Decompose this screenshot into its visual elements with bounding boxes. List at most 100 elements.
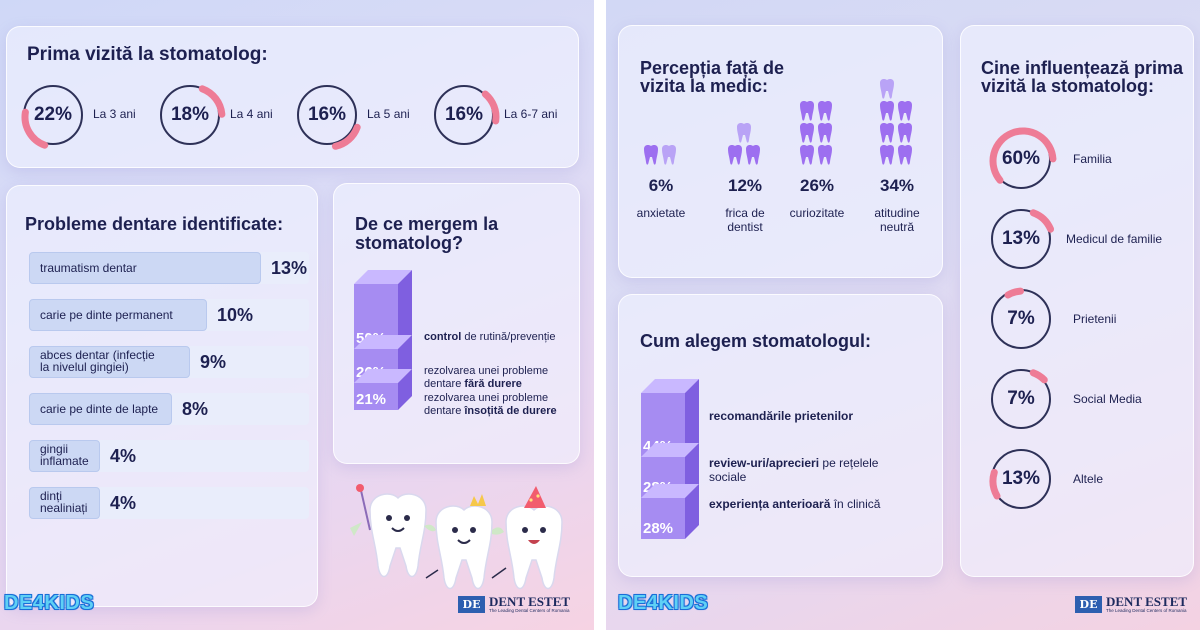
problem-bar-6 [29, 487, 100, 519]
first-visit-ring-2-arc [198, 85, 226, 118]
dent-estet-logo: DE DENT ESTET The Leading Dental Centers… [458, 595, 570, 614]
problem-value-6: 4% [110, 493, 137, 513]
perception-title: Percepția față de vizita la medic: [640, 59, 784, 95]
dent-estet-tagline: The Leading Dental Centers of Romania [489, 608, 570, 613]
problem-bar-4 [29, 393, 172, 425]
perception-label-3-line-1: curiozitate [789, 206, 845, 220]
why-text-2: rezolvarea unei probleme dentare fără dur… [424, 365, 574, 391]
first-visit-ring-3-arc [331, 123, 361, 150]
problem-label-6-line-1: dinți [40, 489, 63, 503]
problem-row-5: gingii inflamate 4% [29, 440, 309, 472]
perception-tooth-1-2 [662, 145, 676, 165]
influence-label-3: Prietenii [1073, 312, 1117, 326]
problem-label-4: carie pe dinte de lapte [40, 403, 158, 415]
first-visit-ring-1: 22% [21, 85, 83, 149]
problem-value-5: 4% [110, 446, 137, 466]
first-visit-ring-4-value: 16% [444, 104, 484, 125]
first-visit-ring-3-value: 16% [307, 104, 347, 125]
perception-tooth-4-6 [880, 145, 894, 165]
influence-ring-1: 60% [989, 127, 1057, 189]
perception-label-4-line-2: neutră [879, 220, 915, 234]
influence-title: Cine influențează prima vizită la stomat… [981, 59, 1183, 95]
influence-ring-1-arc [989, 127, 1057, 184]
influence-ring-2: 13% [991, 209, 1055, 269]
choose-cube-3-label: 28% [643, 520, 673, 537]
first-visit-age-4: La 6-7 ani [504, 107, 558, 121]
problem-row-3: abces dentar (infecție la nivelul gingiei… [29, 346, 309, 378]
problems-title: Probleme dentare identificate: [25, 214, 284, 234]
dent-estet-logo-right: DE DENT ESTET The Leading Dental Centers… [1075, 595, 1187, 614]
perception-label-4: atitudine neutră [857, 206, 937, 234]
influence-ring-5: 13% [989, 449, 1051, 509]
problem-row-4: carie pe dinte de lapte 8% [29, 393, 309, 425]
influence-card: Cine influențează prima vizită la stomat… [960, 25, 1194, 577]
dent-estet-name: DENT ESTET [489, 594, 571, 609]
perception-label-1-line-1: anxietate [636, 206, 686, 220]
perception-label-1: anxietate [621, 206, 701, 220]
influence-ring-4-value: 7% [1007, 388, 1035, 409]
problem-label-6: dinți nealiniați [40, 490, 87, 514]
first-visit-ring-4-arc [481, 90, 500, 125]
first-visit-ring-3: 16% [297, 85, 361, 150]
problem-label-2-line-1: carie pe dinte permanent [40, 308, 173, 322]
perception-tooth-4-3 [898, 101, 912, 121]
dent-estet-name-right: DENT ESTET [1106, 594, 1188, 609]
perception-tooth-3-2 [818, 101, 832, 121]
choose-text-3-bold: experiența anterioară [709, 497, 831, 511]
choose-text-2-bold: review-uri/aprecieri [709, 456, 820, 470]
choose-text-2-rest: pe rețelele [819, 456, 879, 470]
first-visit-age-1: La 3 ani [93, 107, 136, 121]
choose-text-3-rest: în clinică [830, 497, 881, 511]
tooth-mascot-1 [350, 484, 427, 578]
choose-text-1: recomandările prietenilor [709, 409, 909, 423]
tooth-mascot-3 [425, 486, 563, 590]
problem-value-3: 9% [200, 352, 227, 372]
choose-text-2-line-2: sociale [709, 470, 747, 484]
de4kids-logo-right: DE4KIDS [618, 592, 709, 614]
problem-label-3-line-1: abces dentar (infecție [40, 348, 155, 362]
why-title-line-1: De ce mergem la [355, 214, 499, 234]
influence-title-line-2: vizită la stomatolog: [981, 76, 1155, 96]
first-visit-age-3: La 5 ani [367, 107, 410, 121]
perception-label-2-line-1: frica de [725, 206, 765, 220]
choose-text-3: experiența anterioară în clinică [709, 497, 909, 511]
influence-ring-2-value: 13% [1001, 228, 1041, 249]
why-cube-3-label: 21% [356, 391, 386, 408]
why-text-3-line-1: rezolvarea unei probleme [424, 392, 549, 404]
why-text-2-line-1: rezolvarea unei probleme [424, 365, 549, 377]
problem-row-1: traumatism dentar 13% [29, 252, 309, 284]
why-text-3-line-2-bold: însoțită de durere [464, 405, 557, 417]
why-card: De ce mergem la stomatolog? 50%control d… [333, 183, 580, 464]
perception-title-line-2: vizita la medic: [640, 76, 769, 96]
choose-cube-3: 28% [641, 484, 699, 539]
problem-value-4: 8% [182, 399, 209, 419]
perception-tooth-3-3 [800, 123, 814, 143]
perception-tooth-4-5 [898, 123, 912, 143]
problem-value-1: 13% [271, 258, 308, 278]
why-text-3: rezolvarea unei probleme dentare însoțită… [424, 392, 574, 418]
why-text-1: control de rutină/prevenție [424, 331, 574, 344]
influence-title-line-1: Cine influențează prima [981, 58, 1184, 78]
perception-tooth-2-3 [746, 145, 760, 165]
why-text-3-line-2: dentare [424, 405, 465, 417]
dent-estet-mark: DE [458, 596, 485, 613]
choose-title: Cum alegem stomatologul: [640, 331, 872, 351]
perception-label-3: curiozitate [777, 206, 857, 220]
influence-ring-4: 7% [991, 369, 1051, 429]
perception-title-line-1: Percepția față de [640, 58, 785, 78]
perception-tooth-2-2 [728, 145, 742, 165]
problem-label-3: abces dentar (infecție la nivelul gingiei… [40, 349, 155, 373]
first-visit-card: Prima vizită la stomatolog: 22% La 3 ani 1… [6, 26, 579, 168]
perception-card: Percepția față de vizita la medic: 6% anx… [618, 25, 943, 278]
choose-text-2: review-uri/aprecieri pe rețelele sociale [709, 456, 909, 484]
perception-tooth-3-1 [800, 101, 814, 121]
influence-label-5: Altele [1073, 472, 1104, 486]
why-text-1-bold: control [424, 331, 462, 343]
influence-ring-3-arc [1004, 287, 1024, 299]
right-panel: Percepția față de vizita la medic: 6% anx… [606, 0, 1200, 630]
problem-bar-3 [29, 346, 190, 378]
perception-value-2: 12% [727, 176, 763, 195]
problem-row-2: carie pe dinte permanent 10% [29, 299, 309, 331]
why-title: De ce mergem la stomatolog? [355, 215, 498, 253]
left-panel: Prima vizită la stomatolog: 22% La 3 ani 1… [0, 0, 594, 630]
